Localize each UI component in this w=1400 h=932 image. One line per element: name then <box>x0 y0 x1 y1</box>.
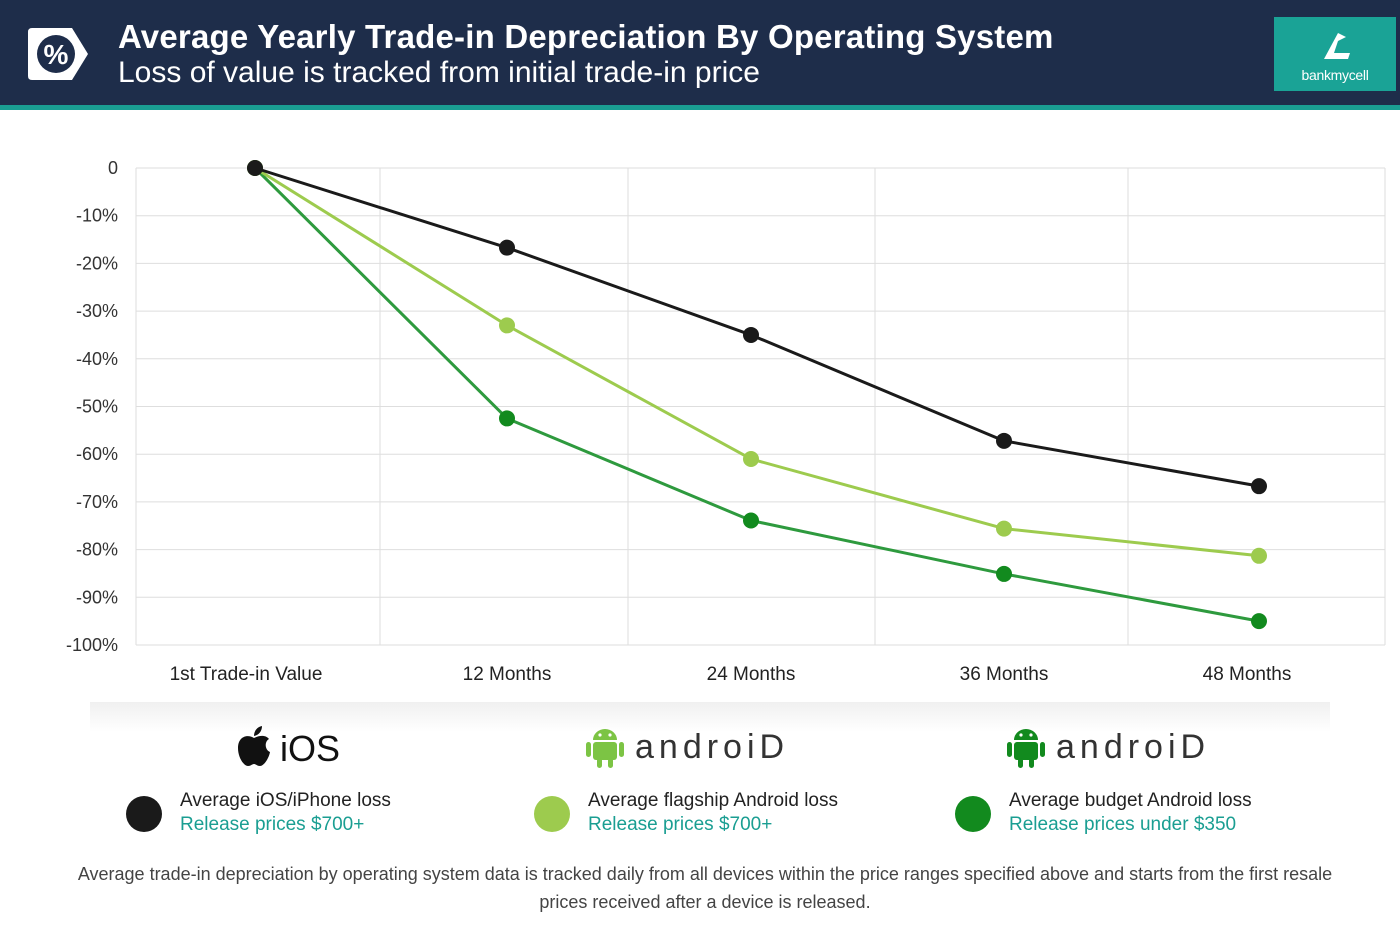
y-tick-label: -80% <box>76 540 118 560</box>
legend-item-flagship: Average flagship Android loss Release pr… <box>534 790 914 840</box>
apple-icon <box>238 726 270 766</box>
android-logo-flagship: androiD <box>585 724 825 770</box>
svg-text:%: % <box>44 39 69 70</box>
x-axis-ticks: 1st Trade-in Value 12 Months 24 Months 36 M… <box>170 664 1292 685</box>
percent-tag-icon: % <box>28 28 88 80</box>
data-point-budget <box>499 410 515 427</box>
y-tick-label: -30% <box>76 301 118 321</box>
android-label: androiD <box>635 728 790 766</box>
y-tick-label: -10% <box>76 206 118 226</box>
y-tick-label: -40% <box>76 349 118 369</box>
x-tick-label: 36 Months <box>960 664 1049 685</box>
ios-logo: iOS <box>234 724 354 770</box>
chart-grid <box>135 167 1386 646</box>
legend-sublabel: Release prices under $350 <box>1009 814 1237 835</box>
data-point-ios <box>499 239 515 256</box>
page-subtitle: Loss of value is tracked from initial tr… <box>118 56 760 89</box>
data-point-ios <box>743 326 759 343</box>
y-tick-label: -100% <box>66 635 118 655</box>
legend-item-budget: Average budget Android loss Release pric… <box>955 790 1335 840</box>
y-tick-label: -50% <box>76 397 118 417</box>
data-point-flagship <box>1251 547 1267 564</box>
data-point-flagship <box>499 317 515 334</box>
footnote: Average trade-in depreciation by operati… <box>77 864 1333 912</box>
x-tick-label: 24 Months <box>707 664 796 685</box>
legend-sublabel: Release prices $700+ <box>180 814 365 835</box>
legend-label: Average flagship Android loss <box>588 790 838 811</box>
y-tick-label: -70% <box>76 492 118 512</box>
chart-series <box>247 160 1267 630</box>
y-tick-label: -20% <box>76 253 118 273</box>
data-point-flagship <box>743 450 759 467</box>
brand-name: bankmycell <box>1301 67 1369 83</box>
legend-marker-budget <box>955 796 991 832</box>
x-tick-label: 12 Months <box>463 664 552 685</box>
data-point-budget <box>743 512 759 529</box>
legend-label: Average iOS/iPhone loss <box>180 790 391 811</box>
y-tick-label: -90% <box>76 587 118 607</box>
data-point-ios <box>996 432 1012 449</box>
android-logo-budget: androiD <box>1006 724 1246 770</box>
legend-item-ios: Average iOS/iPhone loss Release prices $… <box>126 790 466 840</box>
android-robot-icon <box>1007 729 1045 768</box>
series-line-flagship <box>254 166 1260 558</box>
legend-marker-ios <box>126 796 162 832</box>
y-tick-label: 0 <box>108 158 118 178</box>
data-point-ios <box>1251 478 1267 495</box>
legend-divider <box>90 702 1330 732</box>
legend-label: Average budget Android loss <box>1009 790 1252 811</box>
data-point-budget <box>1251 613 1267 630</box>
data-point-budget <box>996 565 1012 582</box>
brand-logo: bankmycell <box>1274 17 1396 91</box>
legend-marker-flagship <box>534 796 570 832</box>
bankmycell-logo-icon <box>1324 33 1350 59</box>
data-point-ios <box>247 160 263 176</box>
header-bar: % Average Yearly Trade-in Depreciation B… <box>0 0 1400 110</box>
page-title: Average Yearly Trade-in Depreciation By … <box>118 18 1054 55</box>
ios-label: iOS <box>280 728 341 769</box>
legend-sublabel: Release prices $700+ <box>588 814 773 835</box>
depreciation-line-chart: 0 -10% -20% -30% -40% -50% -60% -70% -80% -90% -10… <box>66 158 1386 685</box>
x-tick-label: 1st Trade-in Value <box>170 664 323 685</box>
y-tick-label: -60% <box>76 444 118 464</box>
x-tick-label: 48 Months <box>1203 664 1292 685</box>
y-axis-ticks: 0 -10% -20% -30% -40% -50% -60% -70% -80% -90% -10… <box>66 158 118 655</box>
series-line-budget <box>253 166 1260 623</box>
data-point-flagship <box>996 520 1012 537</box>
android-label: androiD <box>1056 728 1211 766</box>
android-robot-icon <box>586 729 624 768</box>
